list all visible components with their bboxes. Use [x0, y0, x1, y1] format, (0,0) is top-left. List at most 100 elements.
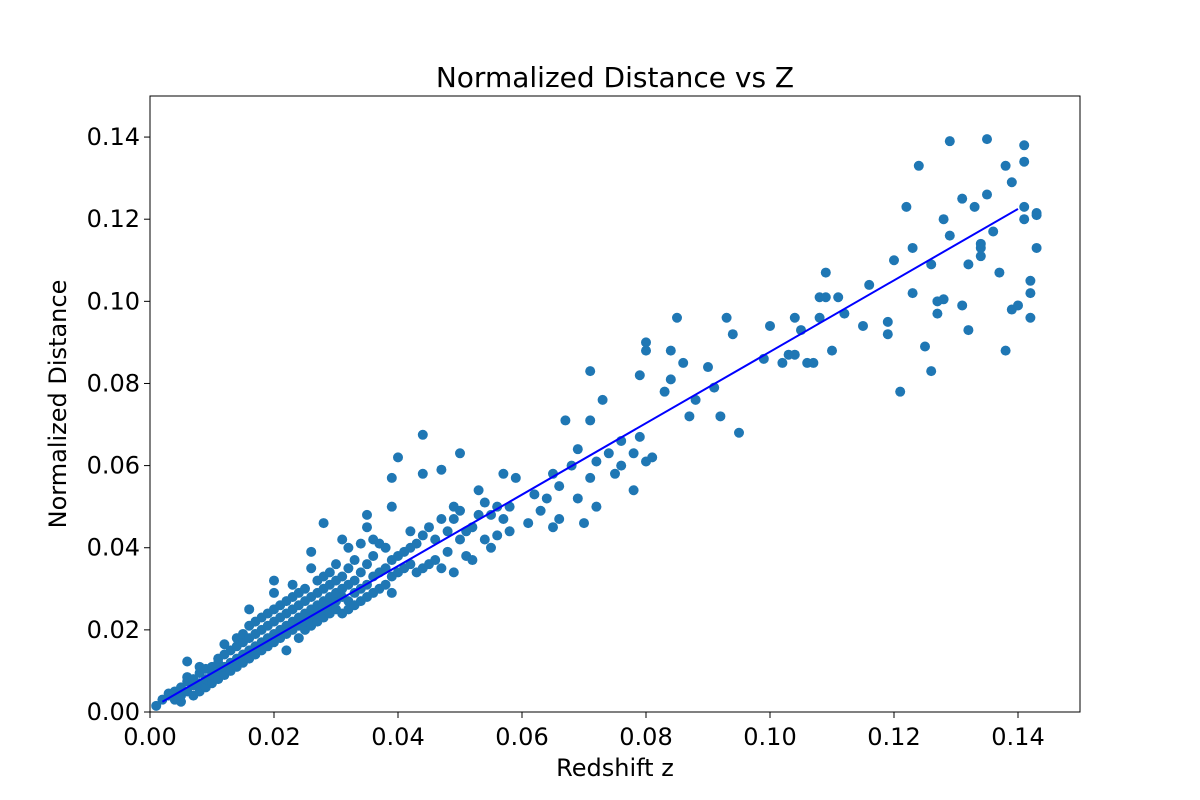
scatter-point [455, 505, 465, 516]
scatter-point [405, 526, 416, 537]
scatter-point [634, 431, 645, 442]
scatter-point [386, 587, 397, 598]
scatter-point [938, 214, 949, 225]
scatter-point [219, 639, 230, 650]
scatter-point [882, 316, 893, 327]
scatter-point [944, 136, 955, 147]
scatter-point [628, 448, 639, 459]
scatter-point [529, 489, 540, 500]
x-tick-label: 0.04 [371, 723, 424, 751]
scatter-point [982, 189, 992, 200]
scatter-point [479, 497, 490, 508]
scatter-point [442, 546, 453, 557]
scatter-point [603, 448, 614, 459]
y-tick-label: 0.06 [87, 452, 140, 480]
scatter-point [690, 394, 701, 405]
scatter-point [504, 526, 515, 537]
scatter-point [597, 394, 608, 405]
scatter-point [306, 546, 317, 557]
y-tick-label: 0.00 [87, 698, 140, 726]
scatter-point [535, 505, 546, 516]
scatter-point [486, 509, 496, 520]
scatter-point [901, 201, 912, 212]
scatter-point [486, 542, 496, 553]
scatter-point [430, 555, 441, 566]
y-axis-ticks: 0.00 0.02 0.04 0.06 0.08 0.10 0.12 0.14 [87, 123, 150, 726]
scatter-point [975, 238, 986, 249]
scatter-point [789, 349, 800, 360]
scatter-point [957, 193, 968, 204]
y-axis-label: Normalized Distance [44, 280, 72, 529]
scatter-point [641, 345, 651, 356]
scatter-point [479, 534, 490, 545]
scatter-point [932, 308, 943, 319]
scatter-point [957, 300, 968, 311]
y-tick-label: 0.12 [87, 205, 140, 233]
scatter-point [417, 530, 428, 541]
scatter-point [665, 345, 676, 356]
x-tick-label: 0.08 [619, 723, 672, 751]
x-tick-label: 0.06 [495, 723, 548, 751]
scatter-point [789, 312, 800, 323]
scatter-point [808, 357, 819, 368]
scatter-point [963, 259, 974, 270]
x-tick-label: 0.12 [867, 723, 920, 751]
x-tick-label: 0.10 [743, 723, 796, 751]
scatter-point [300, 583, 310, 594]
fit-line [161, 208, 1019, 703]
x-tick-label: 0.02 [247, 723, 300, 751]
scatter-point [975, 251, 986, 262]
scatter-point [492, 530, 503, 541]
scatter-point [938, 294, 949, 305]
fit-line-group [161, 208, 1019, 703]
scatter-point [610, 468, 620, 479]
scatter-point [641, 337, 651, 348]
scatter-point [523, 518, 534, 529]
scatter-point [269, 575, 279, 586]
scatter-point [448, 513, 459, 524]
scatter-point [659, 386, 670, 397]
scatter-point [442, 526, 453, 537]
scatter-point [920, 341, 930, 352]
scatter-point [1025, 288, 1036, 299]
scatter-point [269, 587, 279, 598]
scatter-point [343, 563, 354, 574]
y-tick-label: 0.14 [87, 123, 140, 151]
scatter-point [492, 501, 503, 512]
scatter-point [417, 429, 428, 440]
scatter-point [510, 472, 521, 483]
scatter-point [1019, 140, 1030, 151]
scatter-point [665, 374, 676, 385]
scatter-point [585, 472, 596, 483]
scatter-point [281, 645, 292, 656]
scatter-point [591, 501, 602, 512]
scatter-point [963, 325, 974, 336]
chart-title: Normalized Distance vs Z [436, 61, 794, 94]
scatter-point [436, 563, 447, 574]
scatter-point [579, 518, 589, 529]
scatter-point [455, 534, 465, 545]
scatter-point [368, 550, 379, 561]
scatter-point [318, 518, 329, 529]
scatter-point [560, 415, 571, 426]
scatter-point [355, 567, 366, 578]
scatter-point [362, 509, 372, 520]
scatter-point [337, 534, 348, 545]
scatter-point [554, 513, 565, 524]
scatter-point [678, 357, 689, 368]
scatter-point [349, 555, 360, 566]
scatter-point [380, 579, 391, 590]
scatter-point [969, 201, 980, 212]
scatter-point [548, 522, 558, 533]
scatter-point [343, 542, 354, 553]
x-axis-label: Redshift z [556, 754, 674, 782]
scatter-point [287, 579, 298, 590]
x-tick-label: 0.00 [123, 723, 176, 751]
scatter-point [734, 427, 744, 438]
scatter-point [424, 522, 434, 533]
scatter-point [777, 357, 788, 368]
scatter-point [331, 559, 341, 570]
scatter-point [765, 320, 775, 331]
scatter-point [684, 411, 695, 422]
scatter-point [628, 485, 639, 496]
